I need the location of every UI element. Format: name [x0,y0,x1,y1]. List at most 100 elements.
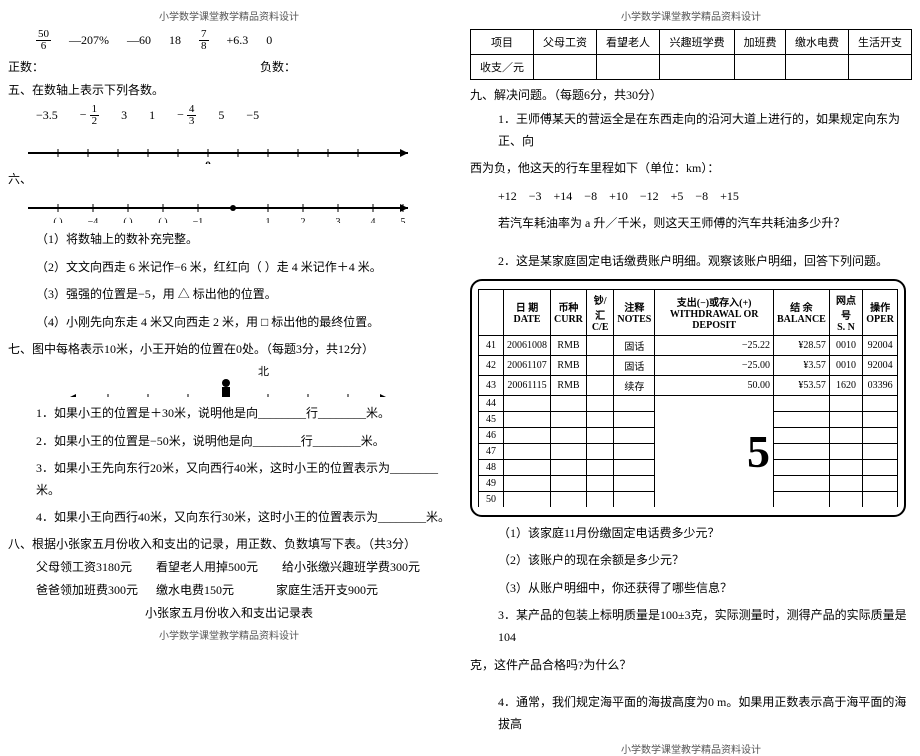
pos-neg: 正数： 负数： [8,58,450,75]
bank-cell: 20061008 [504,335,551,355]
bank-cell [863,475,898,491]
n: −5 [246,108,259,123]
th: 缴水电费 [785,30,848,55]
cell [785,55,848,80]
bank-cell [551,491,587,507]
sec7-title: 七、图中每格表示10米，小王开始的位置在0处。（每题3分，共12分） [8,340,450,357]
bank-cell: 固话 [614,335,655,355]
bh: 注释NOTES [614,289,655,335]
th: 父母工资 [534,30,597,55]
bank-cell: 43 [479,375,504,395]
bank-cell [829,395,862,411]
bank-cell: 48 [479,459,504,475]
bank-cell: 固话 [614,355,655,375]
bank-cell [504,427,551,443]
n: 5 [218,108,224,123]
bank-cell [773,411,829,427]
bank-cell [614,475,655,491]
bank-cell [551,411,587,427]
bank-cell [504,443,551,459]
th: 生活开支 [848,30,911,55]
bank-cell [863,395,898,411]
bank-cell [829,475,862,491]
bank-cell [586,475,614,491]
numberline-6: ( ) −4 ( ) ( ) −1 1 2 3 4 5 [8,193,428,224]
bank-cell: 41 [479,335,504,355]
bank-cell [773,475,829,491]
negative-label: 负数： [260,58,296,75]
bank-cell [551,459,587,475]
bank-cell [504,459,551,475]
bank-cell [586,459,614,475]
bank-cell: 03396 [863,375,898,395]
n: −3.5 [36,108,58,123]
th: 加班费 [735,30,786,55]
bank-cell [614,411,655,427]
bank-cell: 1620 [829,375,862,395]
bank-cell [773,491,829,507]
th: 看望老人 [597,30,660,55]
bank-cell: 5 [655,395,774,507]
bank-cell: 0010 [829,355,862,375]
bank-table: 日 期DATE 币种CURR 钞/汇C/E 注释NOTES 支出(−)或存入(+… [478,289,898,507]
svg-text:−1: −1 [193,217,204,224]
sec7-q3: 3．如果小王先向东行20米，又向西行40米，这时小王的位置表示为________… [8,458,450,501]
positive-label: 正数： [8,58,44,75]
bank-cell [863,459,898,475]
bank-cell: RMB [551,375,587,395]
sec8-title: 八、根据小张家五月份收入和支出的记录，用正数、负数填写下表。（共3分） [8,535,450,552]
sec7-q4: 4．如果小王向西行40米，又向东行30米，这时小王的位置表示为________米… [8,507,450,529]
bh: 钞/汇C/E [586,289,614,335]
bank-cell: 92004 [863,335,898,355]
svg-text:3: 3 [336,217,341,224]
bh: 结 余BALANCE [773,289,829,335]
svg-text:5: 5 [401,217,406,224]
bank-cell [586,355,614,375]
sec8-l2: 爸爸领加班费300元 缴水电费150元 家庭生活开支900元 [8,581,450,598]
q2-3: （3）从账户明细中，你还获得了哪些信息？ [470,578,912,600]
cell [660,55,735,80]
sec5-title: 五、在数轴上表示下列各数。 [8,81,450,98]
bank-cell: 44 [479,395,504,411]
bank-cell [773,395,829,411]
bank-cell: 92004 [863,355,898,375]
bh: 日 期DATE [504,289,551,335]
bank-cell: −25.00 [655,355,774,375]
th: 项目 [471,30,534,55]
cell [848,55,911,80]
sec6-q4: （4）小刚先向东走 4 米又向西走 2 米，用 □ 标出他的最终位置。 [8,312,450,334]
bank-cell: 续存 [614,375,655,395]
bank-cell [773,459,829,475]
numberline-5: 0 [8,133,428,164]
bank-cell [829,491,862,507]
bank-cell: 20061107 [504,355,551,375]
sec7-q2: 2．如果小王的位置是−50米，说明他是向________行________米。 [8,431,450,453]
num: —207% [69,33,109,48]
row-label: 收支／元 [471,55,534,80]
q2-1: （1）该家庭11月份缴固定电话费多少元？ [470,523,912,545]
cell [597,55,660,80]
q1a: 1．王师傅某天的营运全是在东西走向的沿河大道上进行的，如果规定向东为正、向 [470,109,912,152]
svg-text:0: 0 [205,158,211,164]
frac-7-8: 78 [199,29,209,52]
bank-cell: −25.22 [655,335,774,355]
bank-statement: 日 期DATE 币种CURR 钞/汇C/E 注释NOTES 支出(−)或存入(+… [470,279,906,517]
record-table: 项目 父母工资 看望老人 兴趣班学费 加班费 缴水电费 生活开支 收支／元 [470,29,912,80]
bank-cell: 50.00 [655,375,774,395]
bank-cell: 45 [479,411,504,427]
bank-cell: RMB [551,355,587,375]
bank-cell: 50 [479,491,504,507]
q3b: 克，这件产品合格吗?为什么？ [470,655,912,677]
bank-cell [829,443,862,459]
bank-cell [586,491,614,507]
left-column: 小学数学课堂教学精品资料设计 506 —207% —60 18 78 +6.3 … [8,8,450,642]
number-list: 506 —207% —60 18 78 +6.3 0 [8,29,450,52]
q2-2: （2）该账户的现在余额是多少元？ [470,550,912,572]
num: 0 [266,33,272,48]
bank-cell [829,459,862,475]
q2: 2．这是某家庭固定电话缴费账户明细。观察该账户明细，回答下列问题。 [470,251,912,273]
sec7-q1: 1．如果小王的位置是＋30米，说明他是向________行________米。 [8,403,450,425]
bank-cell [586,335,614,355]
bank-cell: 47 [479,443,504,459]
sec8-l1: 父母领工资3180元 看望老人用掉500元 给小张缴兴趣班学费300元 [8,558,450,575]
